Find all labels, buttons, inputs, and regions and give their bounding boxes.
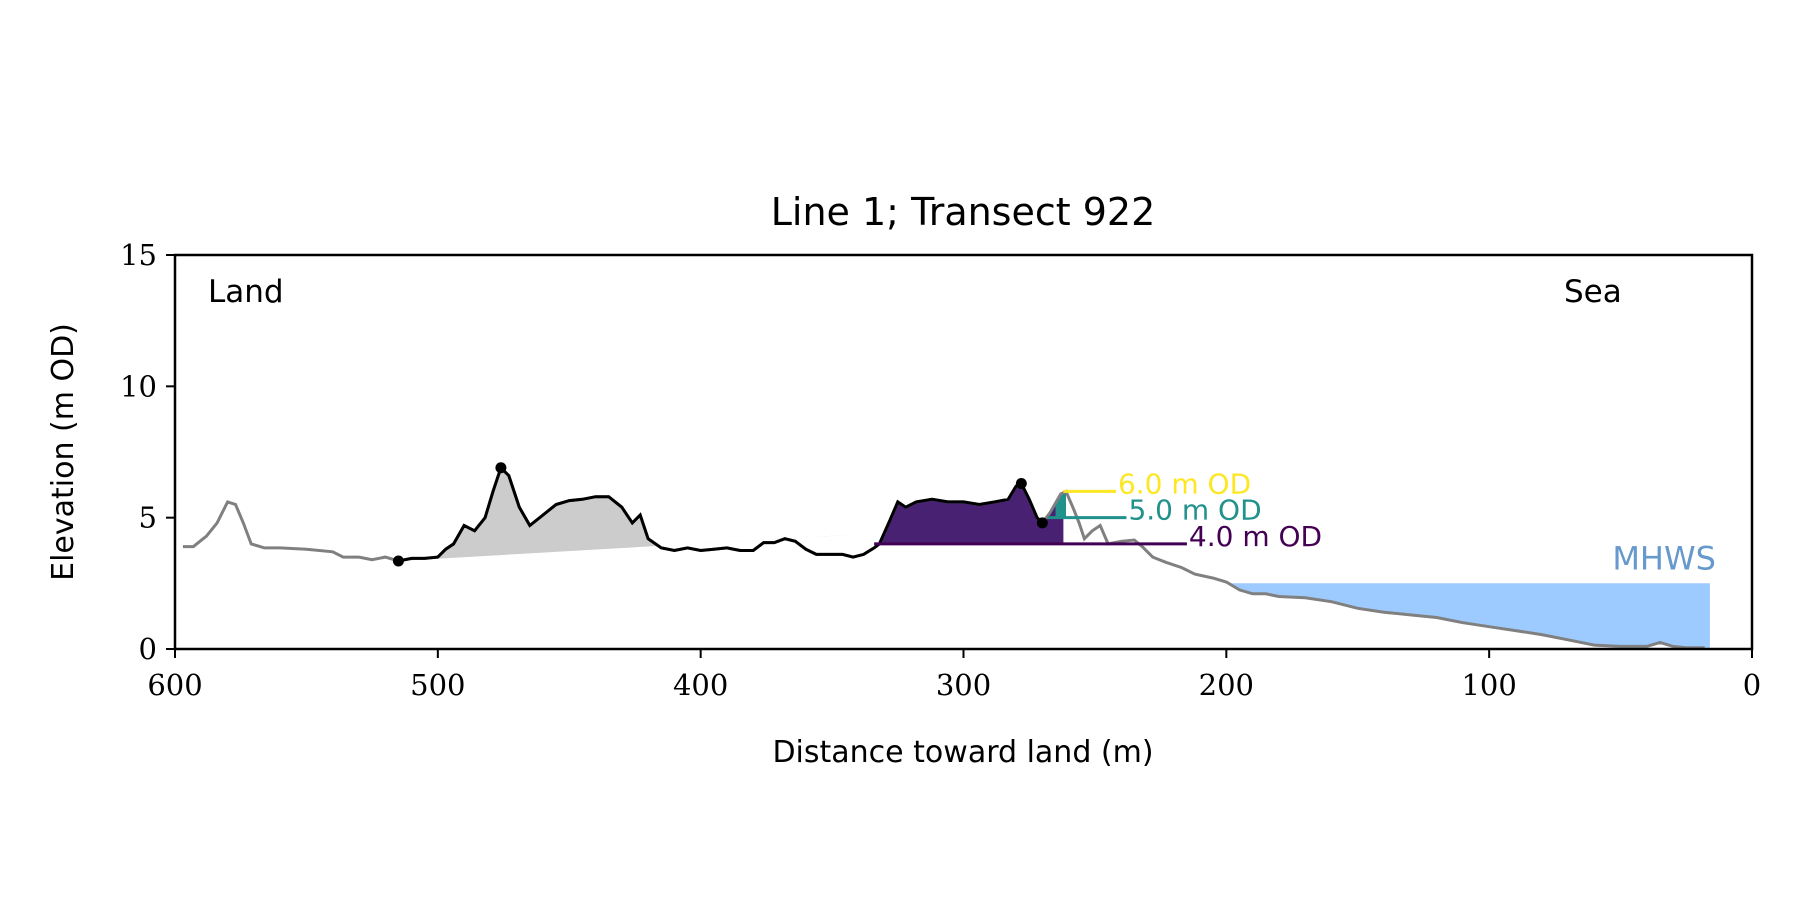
- y-tick-label-0: 0: [139, 632, 157, 666]
- level-5-fill-area: [1055, 491, 1066, 518]
- mhws-label: MHWS: [1612, 539, 1716, 577]
- dune-point-2: [1015, 478, 1027, 490]
- mhws-area: [1226, 583, 1710, 648]
- x-tick-label-3: 300: [936, 668, 991, 702]
- dune-fill-area: [398, 467, 875, 561]
- x-tick-label-1: 500: [410, 668, 465, 702]
- dune-point-3: [1036, 517, 1048, 529]
- x-tick-label-6: 0: [1743, 668, 1761, 702]
- y-tick-label-3: 15: [120, 238, 157, 272]
- level-4-fill-area: [874, 483, 1064, 544]
- y-tick-label-2: 10: [120, 369, 157, 403]
- land-label: Land: [208, 274, 284, 310]
- dune-point-0: [392, 555, 404, 567]
- level-label-2: 4.0 m OD: [1189, 520, 1322, 553]
- level-label-0: 6.0 m OD: [1118, 467, 1251, 500]
- x-tick-label-2: 400: [673, 668, 728, 702]
- x-tick-label-4: 200: [1199, 668, 1254, 702]
- x-axis-label: Distance toward land (m): [772, 735, 1153, 770]
- chart-title: Line 1; Transect 922: [771, 190, 1156, 234]
- dune-point-1: [495, 462, 507, 474]
- y-axis-label: Elevation (m OD): [46, 323, 81, 581]
- level-label-1: 5.0 m OD: [1128, 494, 1261, 527]
- profile-dune-line: [398, 465, 1044, 563]
- y-tick-label-1: 5: [139, 501, 157, 535]
- x-tick-label-5: 100: [1461, 668, 1516, 702]
- sea-label: Sea: [1564, 274, 1622, 310]
- x-tick-label-0: 600: [147, 668, 202, 702]
